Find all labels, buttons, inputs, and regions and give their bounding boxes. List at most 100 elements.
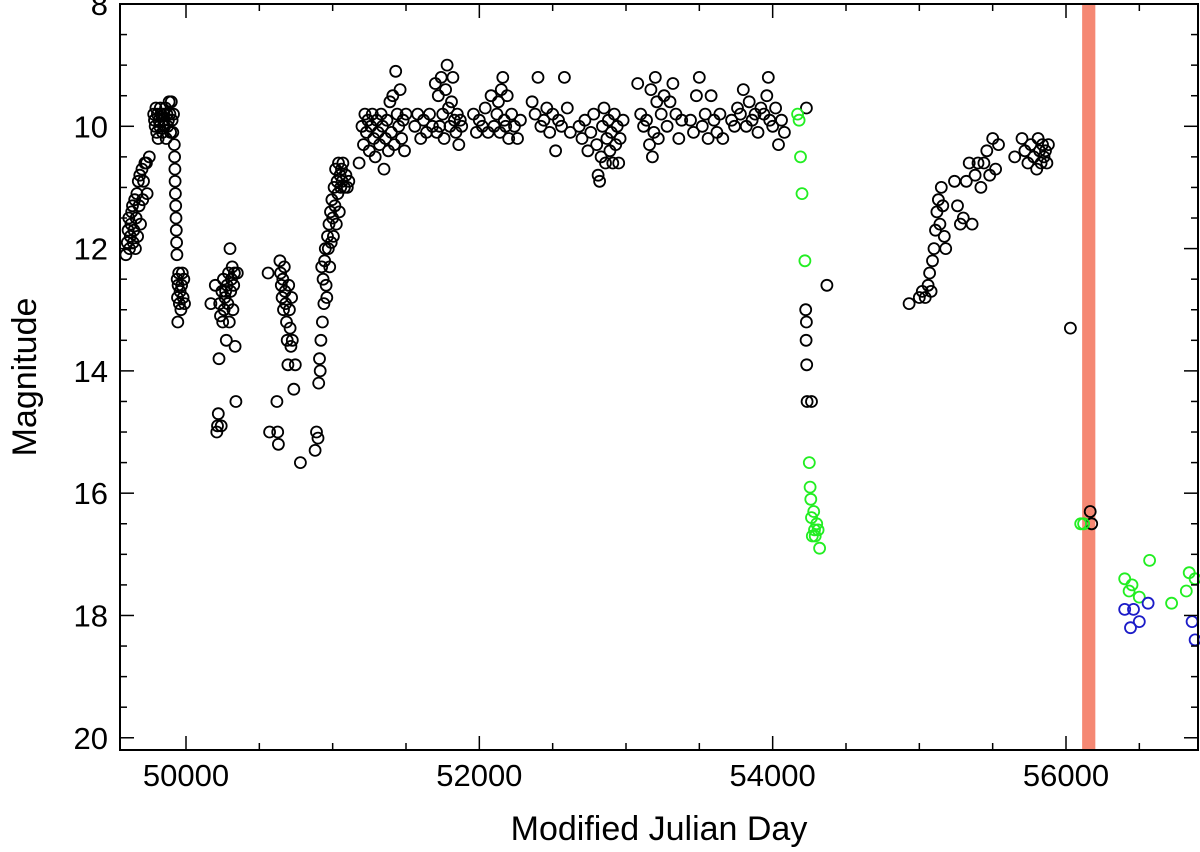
data-point	[959, 174, 973, 188]
data-point	[315, 260, 329, 274]
data-point	[716, 132, 730, 145]
x-axis-title: Modified Julian Day	[511, 810, 808, 848]
data-point	[692, 71, 706, 84]
data-point	[140, 187, 154, 201]
data-point	[499, 119, 513, 133]
axes-layer	[119, 3, 1199, 751]
data-point	[934, 180, 948, 194]
data-point	[211, 407, 225, 421]
data-point	[439, 83, 453, 96]
data-point	[552, 113, 565, 127]
y-tick-label: 8	[91, 0, 108, 22]
data-point	[277, 260, 291, 274]
data-point	[528, 107, 542, 121]
data-point	[163, 107, 177, 121]
data-point	[455, 119, 469, 133]
data-point	[1034, 156, 1048, 170]
data-point	[393, 83, 407, 96]
data-point	[169, 211, 183, 225]
data-point	[440, 58, 454, 72]
data-point	[169, 223, 183, 237]
data-point	[314, 333, 328, 347]
data-point	[270, 395, 284, 408]
data-point	[1179, 584, 1193, 598]
data-point	[500, 89, 514, 103]
data-point	[808, 529, 822, 543]
tick-labels-layer: 50000 52000 54000 56000 8 10 12 14 16 18 20	[74, 0, 1110, 793]
data-point	[616, 113, 630, 127]
data-point	[1125, 578, 1139, 592]
data-point	[342, 174, 356, 188]
data-point	[229, 395, 243, 408]
data-point	[139, 156, 153, 170]
data-point	[282, 278, 296, 292]
data-point	[695, 119, 709, 133]
data-point	[288, 358, 302, 372]
data-point	[1124, 621, 1137, 635]
data-point	[398, 144, 411, 158]
data-point	[396, 113, 410, 127]
data-point	[496, 71, 510, 84]
data-point	[1127, 603, 1140, 616]
data-point	[511, 132, 524, 145]
data-point	[383, 95, 397, 109]
data-point	[281, 358, 295, 372]
data-point	[313, 364, 327, 378]
data-point	[974, 180, 988, 194]
data-point	[1040, 156, 1054, 170]
data-point	[315, 315, 329, 329]
data-point	[142, 150, 156, 164]
data-point	[395, 132, 409, 145]
data-point	[584, 125, 598, 139]
data-point	[802, 456, 816, 470]
data-point	[377, 162, 391, 176]
data-point	[951, 199, 964, 213]
data-point	[408, 119, 422, 133]
data-point	[713, 107, 727, 121]
data-point	[948, 174, 961, 188]
data-point	[321, 242, 335, 256]
data-point	[277, 303, 290, 317]
data-point	[778, 125, 791, 139]
data-point	[769, 101, 782, 115]
data-point	[672, 132, 686, 145]
data-point	[491, 95, 505, 109]
data-point	[317, 297, 331, 311]
data-point	[989, 162, 1002, 176]
data-point	[170, 248, 184, 262]
data-point	[166, 125, 180, 139]
data-point	[167, 138, 181, 152]
data-point	[555, 119, 568, 133]
data-point	[637, 119, 650, 133]
data-point	[1042, 138, 1055, 152]
data-point	[631, 77, 645, 90]
data-point	[560, 101, 574, 115]
data-point	[800, 395, 814, 408]
data-point	[606, 156, 620, 170]
y-tick-label: 12	[74, 232, 108, 267]
data-point	[820, 278, 834, 292]
highlight-band	[1082, 4, 1096, 750]
data-point	[214, 309, 227, 323]
data-point	[971, 156, 985, 170]
data-point	[170, 236, 184, 249]
data-point	[968, 168, 982, 182]
data-point	[431, 89, 445, 103]
data-point	[167, 107, 180, 121]
data-point	[578, 113, 592, 127]
data-point	[813, 541, 826, 555]
data-point	[175, 278, 189, 292]
data-point	[701, 132, 715, 145]
data-point	[660, 119, 674, 133]
data-point	[437, 132, 451, 145]
data-point	[227, 278, 241, 292]
data-point	[1083, 505, 1097, 518]
data-point	[368, 150, 382, 164]
data-point	[176, 291, 190, 304]
data-point	[223, 242, 237, 256]
data-point	[807, 505, 821, 518]
data-point	[599, 156, 612, 170]
y-tick-label: 16	[74, 476, 108, 511]
data-point	[725, 113, 738, 127]
